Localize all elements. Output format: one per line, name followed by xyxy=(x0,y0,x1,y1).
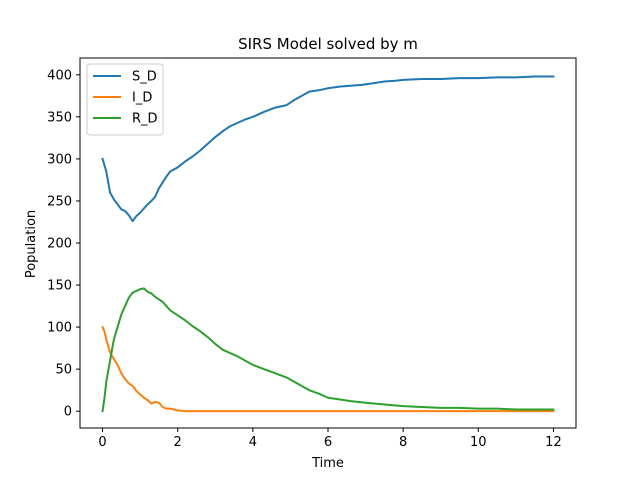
legend-label: I_D xyxy=(132,91,152,106)
x-tick-label: 2 xyxy=(174,435,182,450)
x-tick-label: 12 xyxy=(545,435,562,450)
x-tick-label: 0 xyxy=(98,435,106,450)
chart-title: SIRS Model solved by m xyxy=(238,35,418,53)
legend-label: R_D xyxy=(132,112,158,127)
x-tick-label: 8 xyxy=(399,435,407,450)
x-axis-label: Time xyxy=(311,456,344,471)
y-tick-label: 250 xyxy=(47,194,72,209)
plot-area xyxy=(101,75,555,413)
y-tick-label: 50 xyxy=(55,363,72,378)
x-tick-label: 4 xyxy=(249,435,257,450)
legend-label: S_D xyxy=(132,70,157,85)
y-tick-label: 100 xyxy=(47,321,72,336)
y-tick-label: 300 xyxy=(47,152,72,167)
series-line-i-d xyxy=(101,325,555,413)
y-tick-label: 200 xyxy=(47,237,72,252)
series-line-r-d xyxy=(101,287,555,413)
x-tick-label: 10 xyxy=(470,435,487,450)
y-axis-label: Population xyxy=(24,210,39,278)
y-tick-label: 0 xyxy=(64,405,72,420)
y-tick-label: 350 xyxy=(47,110,72,125)
x-tick-label: 6 xyxy=(324,435,332,450)
legend: S_D I_D R_D xyxy=(86,63,164,136)
series-line-s-d xyxy=(101,75,555,223)
y-tick-label: 400 xyxy=(47,68,72,83)
axes: 0 2 4 6 8 10 12 0 50 100 150 200 250 300 350 400 xyxy=(47,57,577,450)
y-tick-label: 150 xyxy=(47,279,72,294)
